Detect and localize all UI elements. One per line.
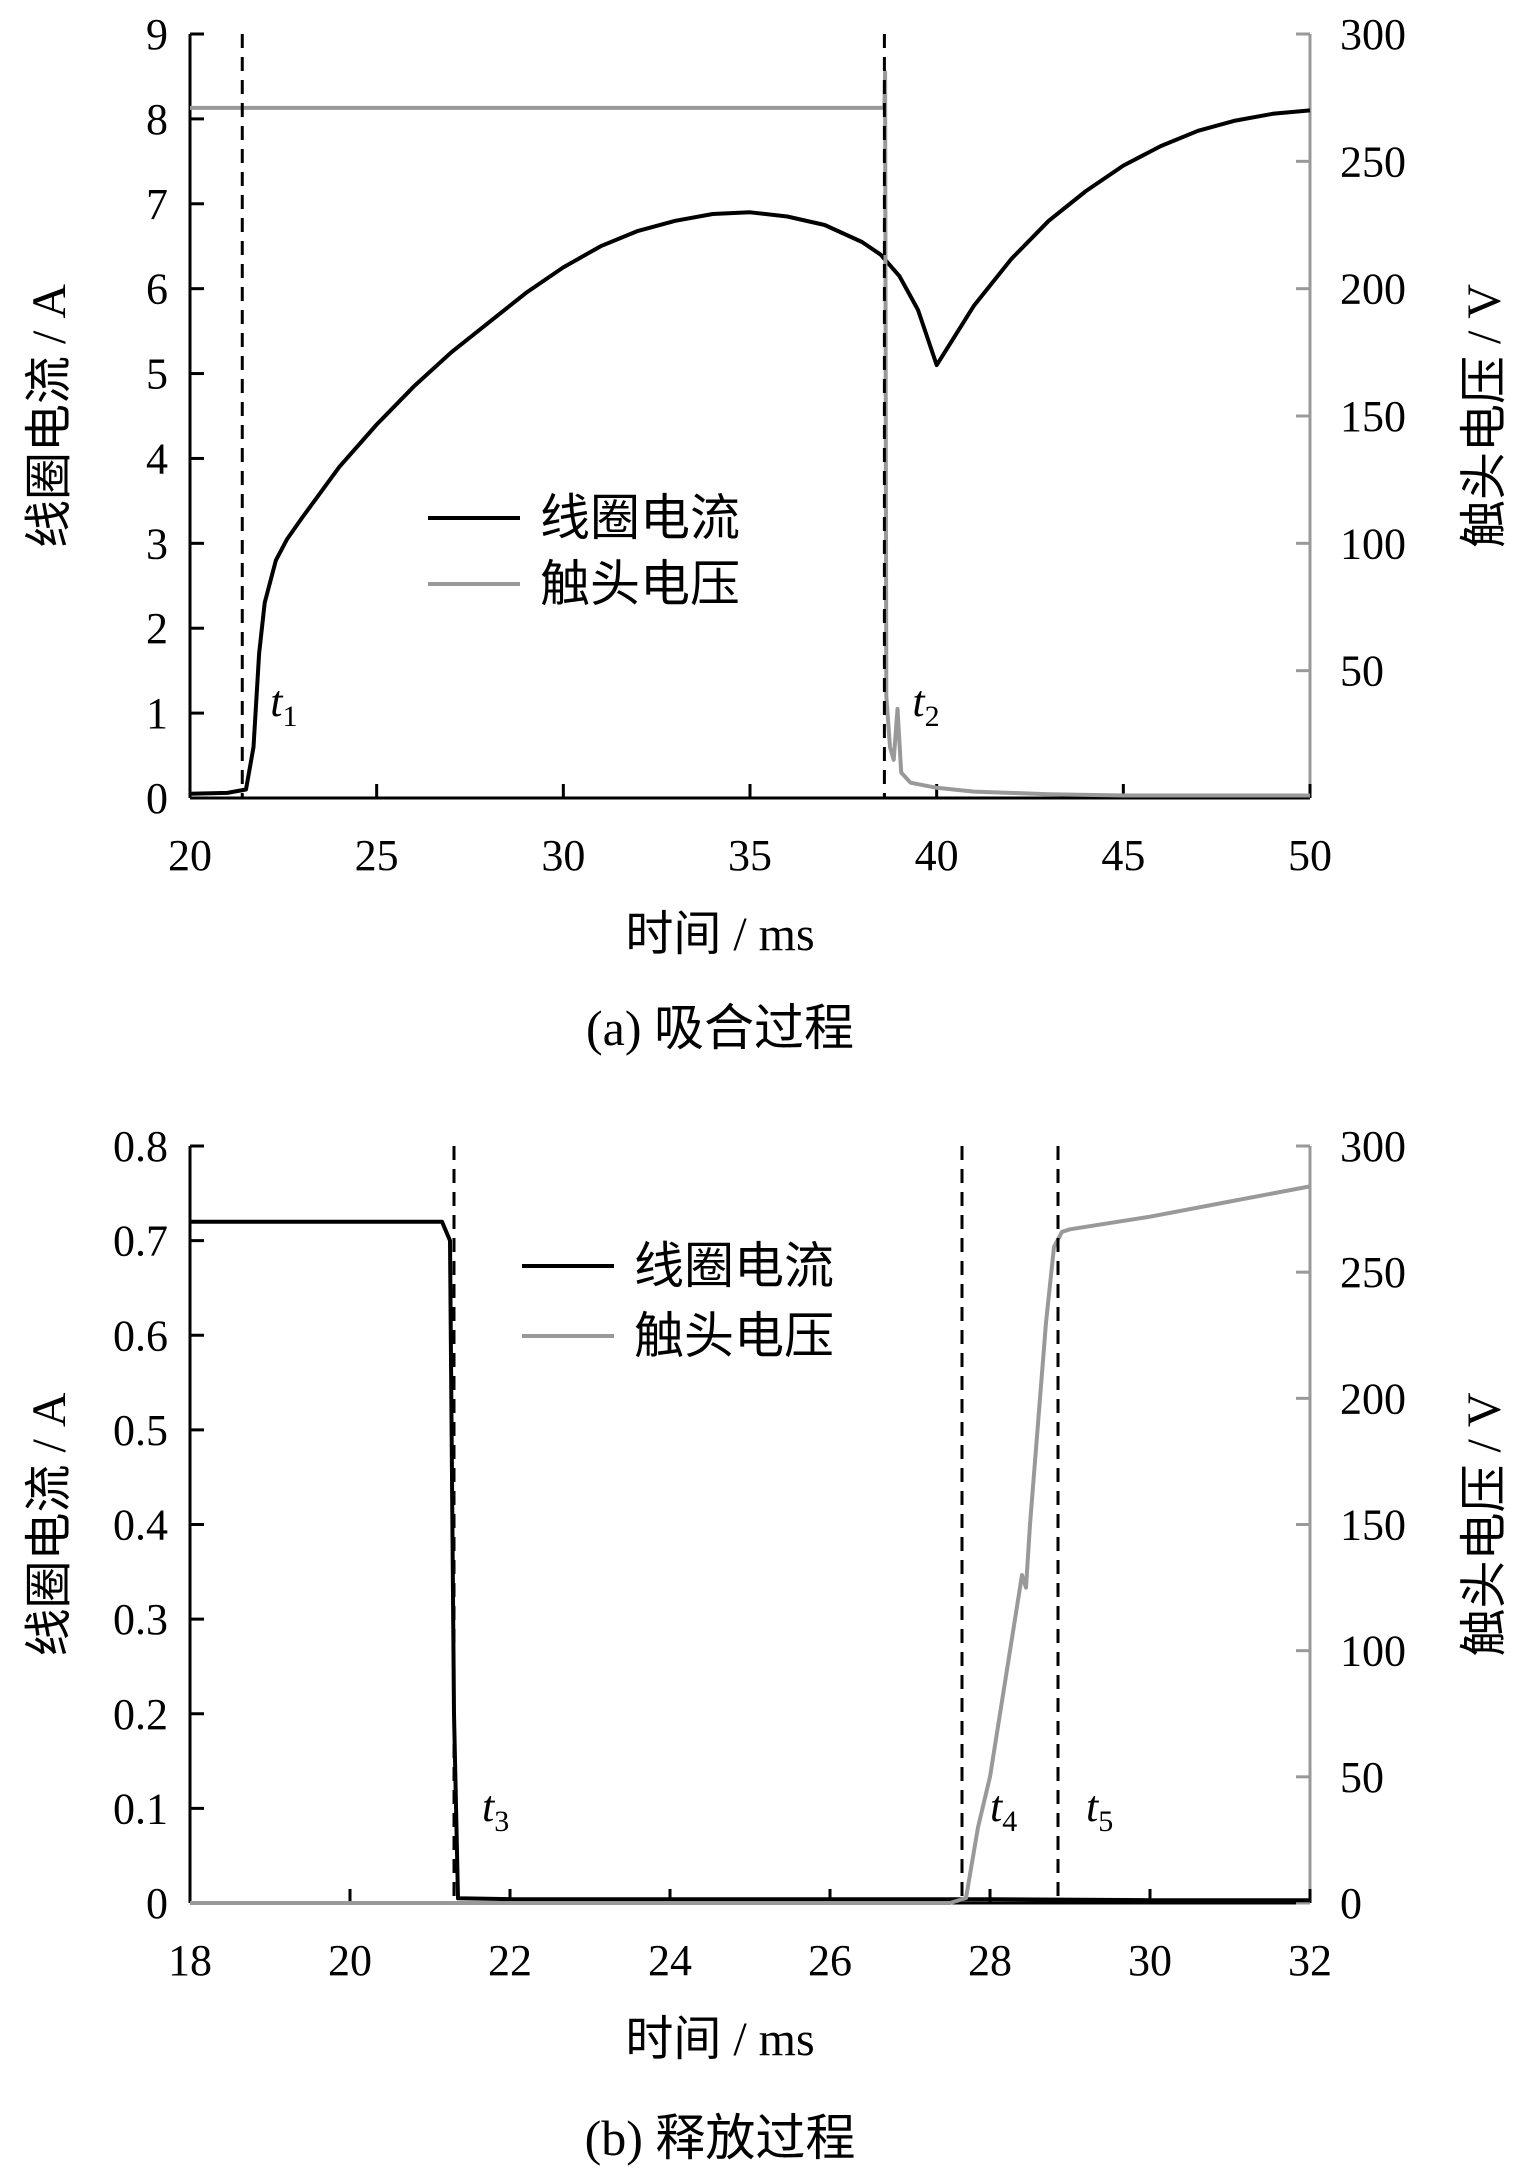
y-tick-label: 0.8 [113, 1122, 168, 1171]
y-tick-label: 1 [146, 689, 168, 738]
y2-tick-label: 150 [1340, 392, 1406, 441]
y2-tick-label: 200 [1340, 265, 1406, 314]
x-tick-label: 50 [1288, 831, 1332, 880]
y-tick-label: 0 [146, 774, 168, 823]
y-tick-label: 0 [146, 1879, 168, 1928]
y2-tick-label: 0 [1340, 1879, 1362, 1928]
y-tick-label: 7 [146, 180, 168, 229]
y-tick-label: 0.5 [113, 1406, 168, 1455]
y-tick-label: 6 [146, 265, 168, 314]
x-tick-label: 18 [168, 1936, 212, 1985]
y2-tick-label: 150 [1340, 1501, 1406, 1550]
x-tick-label: 24 [648, 1936, 692, 1985]
y2-tick-label: 200 [1340, 1374, 1406, 1423]
y-tick-label: 4 [146, 434, 168, 483]
current-series-line [189, 108, 1311, 796]
y-tick-label: 2 [146, 604, 168, 653]
x-tick-label: 35 [728, 831, 772, 880]
event-marker-label: t3 [482, 1782, 509, 1838]
x-tick-label: 45 [1101, 831, 1145, 880]
x-tick-label: 40 [915, 831, 959, 880]
y-tick-label: 9 [146, 10, 168, 59]
event-marker-label: t2 [912, 677, 939, 733]
y2-axis-title: 触头电压 / V [1458, 284, 1511, 548]
y-tick-label: 0.6 [113, 1311, 168, 1360]
y2-tick-label: 50 [1340, 1753, 1384, 1802]
y2-tick-label: 250 [1340, 137, 1406, 186]
x-tick-label: 26 [808, 1936, 852, 1985]
x-tick-label: 30 [1128, 1936, 1172, 1985]
legend-entry: 线圈电流 [540, 490, 740, 546]
x-tick-label: 20 [328, 1936, 372, 1985]
y-tick-label: 8 [146, 95, 168, 144]
y-tick-label: 0.1 [113, 1784, 168, 1833]
y-axis-title: 线圈电流 / A [23, 1392, 76, 1656]
x-tick-label: 28 [968, 1936, 1012, 1985]
voltage-series-line [190, 70, 1310, 798]
y2-tick-label: 100 [1340, 519, 1406, 568]
y2-tick-label: 250 [1340, 1248, 1406, 1297]
x-axis-title: 时间 / ms [625, 908, 814, 961]
panel-a: 20 25 30 35 40 45 5001234567895010015020025030… [23, 10, 1511, 1056]
panel-b: 18 20 22 24 26 28 30 3200.10.20.30.40.50.60.70.… [23, 1122, 1511, 2166]
panel-caption: (a) 吸合过程 [586, 1000, 854, 1056]
panel-caption: (b) 释放过程 [585, 2110, 856, 2166]
x-tick-label: 32 [1288, 1936, 1332, 1985]
y-tick-label: 0.3 [113, 1595, 168, 1644]
x-tick-label: 20 [168, 831, 212, 880]
y2-tick-label: 300 [1340, 1122, 1406, 1171]
y2-tick-label: 100 [1340, 1627, 1406, 1676]
event-marker-label: t1 [270, 677, 297, 733]
y-axis-title: 线圈电流 / A [23, 284, 76, 548]
x-axis-title: 时间 / ms [625, 2013, 814, 2066]
event-marker-label: t4 [990, 1782, 1017, 1838]
y-tick-label: 5 [146, 350, 168, 399]
y-tick-label: 0.7 [113, 1217, 168, 1266]
x-tick-label: 22 [488, 1936, 532, 1985]
x-tick-label: 30 [541, 831, 585, 880]
y2-tick-label: 300 [1340, 10, 1406, 59]
legend-entry: 线圈电流 [634, 1238, 834, 1294]
y-tick-label: 0.2 [113, 1690, 168, 1739]
event-marker-label: t5 [1086, 1782, 1113, 1838]
voltage-series-line [190, 1184, 1311, 1905]
y-tick-label: 0.4 [113, 1501, 168, 1550]
y-tick-label: 3 [146, 519, 168, 568]
legend-entry: 触头电压 [540, 556, 740, 612]
x-tick-label: 25 [355, 831, 399, 880]
y2-axis-title: 触头电压 / V [1458, 1392, 1511, 1656]
legend-entry: 触头电压 [634, 1308, 834, 1364]
y2-tick-label: 50 [1340, 647, 1384, 696]
